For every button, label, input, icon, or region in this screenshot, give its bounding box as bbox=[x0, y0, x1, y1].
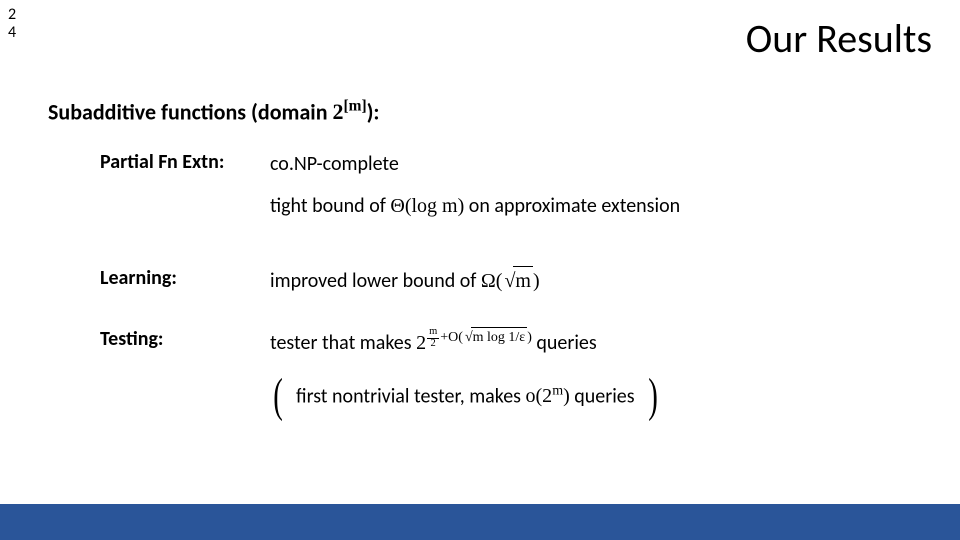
heading-prefix: Subadditive functions (domain bbox=[48, 98, 333, 125]
section-heading: Subadditive functions (domain 2[m]): bbox=[48, 98, 380, 125]
slide-number: 2 4 bbox=[8, 6, 16, 41]
parenthetical-note: ( first nontrivial tester, makes o(2m) q… bbox=[270, 377, 900, 415]
label-testing: Testing: bbox=[100, 327, 270, 351]
row-partial-2: tight bound of Θ(log m) on approximate e… bbox=[100, 192, 900, 220]
slide-number-1: 2 bbox=[8, 6, 16, 24]
content-area: Partial Fn Extn: co.NP-complete tight bo… bbox=[100, 150, 900, 415]
value-partial-1: co.NP-complete bbox=[270, 150, 399, 178]
value-learning: improved lower bound of Ω(m) bbox=[270, 266, 540, 295]
domain-base: 2 bbox=[333, 99, 344, 124]
value-partial-2: tight bound of Θ(log m) on approximate e… bbox=[270, 192, 680, 220]
slide-number-2: 4 bbox=[8, 24, 16, 42]
footer-bar bbox=[0, 504, 960, 540]
row-testing: Testing: tester that makes 2m2+O(m log 1… bbox=[100, 327, 900, 357]
open-bracket-icon: ( bbox=[273, 377, 283, 415]
value-testing: tester that makes 2m2+O(m log 1/ε) queri… bbox=[270, 327, 597, 357]
close-bracket-icon: ) bbox=[648, 377, 658, 415]
row-learning: Learning: improved lower bound of Ω(m) bbox=[100, 266, 900, 295]
label-learning: Learning: bbox=[100, 266, 270, 290]
heading-suffix: ): bbox=[367, 98, 380, 125]
domain-exponent: [m] bbox=[344, 98, 367, 115]
page-title: Our Results bbox=[746, 14, 932, 63]
row-partial: Partial Fn Extn: co.NP-complete bbox=[100, 150, 900, 178]
label-partial: Partial Fn Extn: bbox=[100, 150, 270, 174]
paren-text: first nontrivial tester, makes o(2m) que… bbox=[286, 384, 645, 409]
